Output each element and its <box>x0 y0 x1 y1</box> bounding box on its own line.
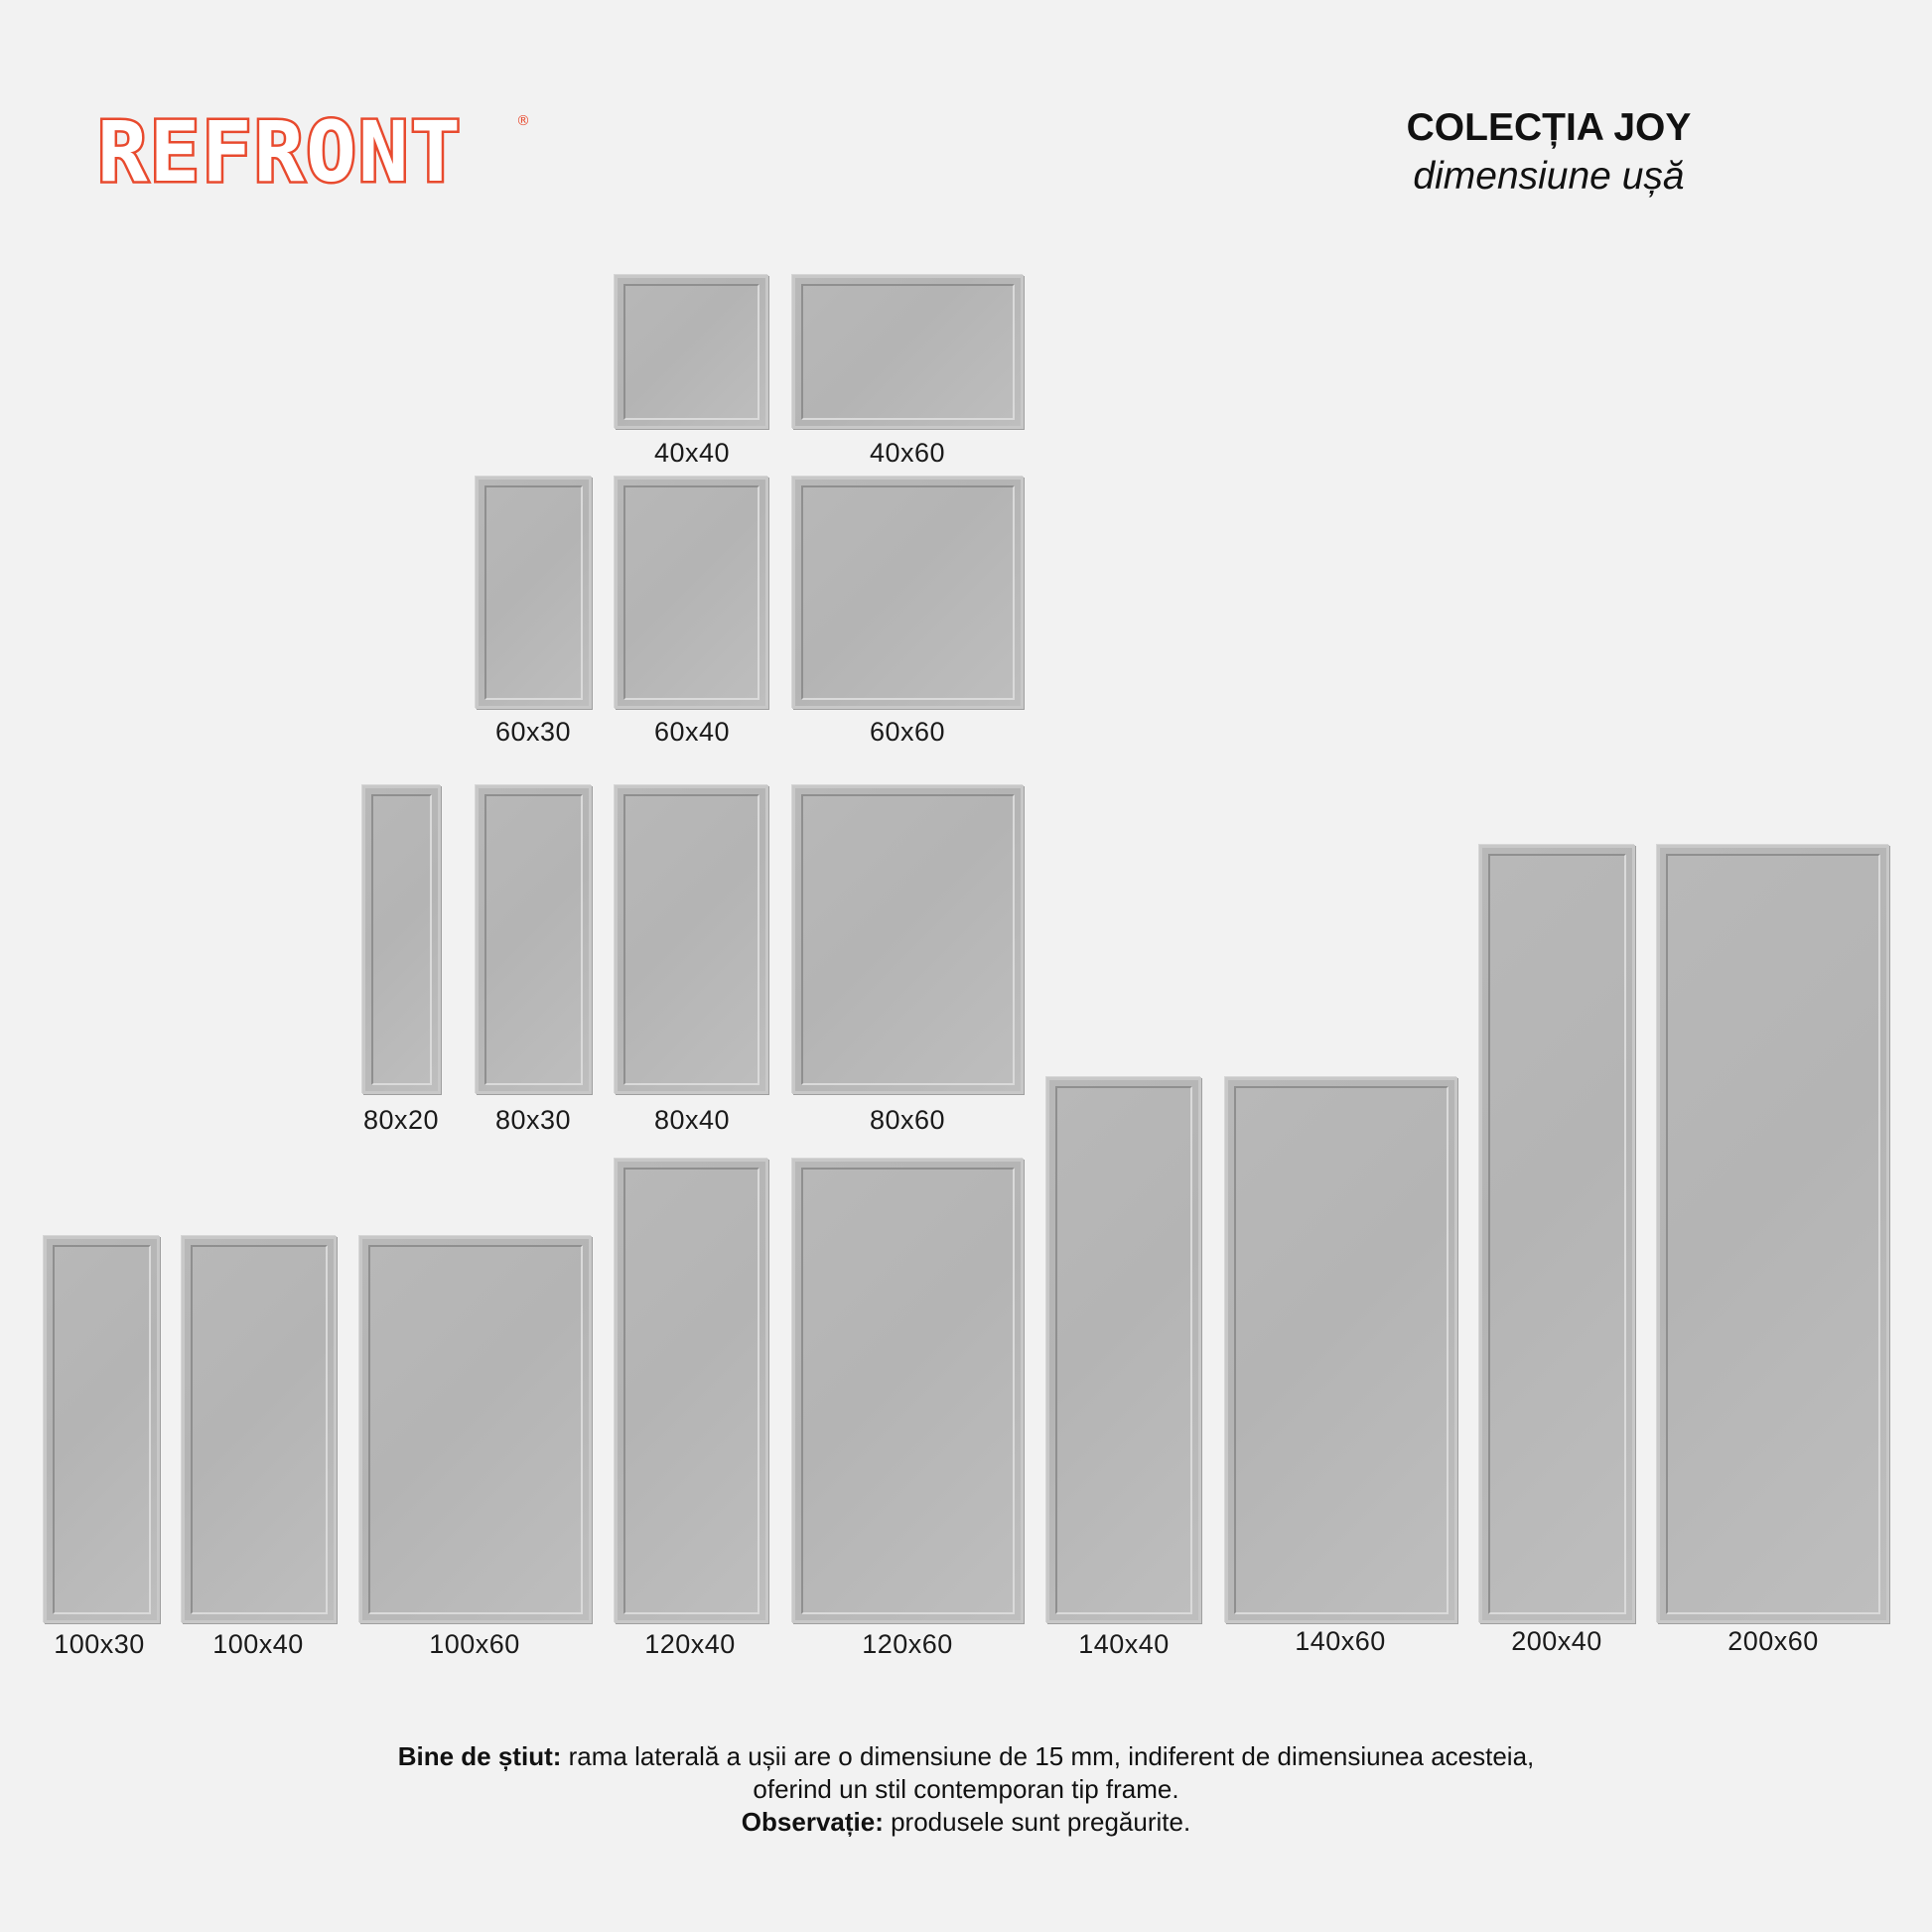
door-label: 100x60 <box>429 1629 520 1659</box>
door-label: 200x60 <box>1727 1626 1819 1656</box>
door-80x20 <box>362 785 441 1094</box>
door-label: 140x40 <box>1078 1629 1170 1659</box>
door-200x60 <box>1657 845 1889 1623</box>
note-line-3: Observație: produsele sunt pregăurite. <box>172 1806 1760 1839</box>
door-label: 80x40 <box>653 1105 731 1135</box>
door-label: 120x60 <box>862 1629 953 1659</box>
door-60x60 <box>792 477 1024 709</box>
door-label: 60x60 <box>869 717 946 747</box>
note-text-3: produsele sunt pregăurite. <box>883 1807 1191 1837</box>
collection-title: COLECȚIA JOY <box>1406 106 1692 149</box>
door-label: 60x30 <box>494 717 572 747</box>
door-100x60 <box>359 1236 592 1623</box>
refront-logo-wordmark: REFRONT ® <box>95 101 531 204</box>
door-60x40 <box>615 477 768 709</box>
door-label: 80x60 <box>869 1105 946 1135</box>
info-note: Bine de știut: rama laterală a ușii are … <box>172 1740 1760 1839</box>
door-label: 60x40 <box>653 717 731 747</box>
note-text-1: rama laterală a ușii are o dimensiune de… <box>561 1741 1535 1771</box>
door-100x40 <box>182 1236 337 1623</box>
door-140x60 <box>1225 1077 1457 1623</box>
door-80x40 <box>615 785 768 1094</box>
collection-heading: COLECȚIA JOY dimensiune ușă <box>1301 105 1797 203</box>
door-label: 40x60 <box>869 438 946 468</box>
logo-text: REFRONT <box>97 103 463 201</box>
door-label: 140x60 <box>1295 1626 1386 1656</box>
door-60x30 <box>476 477 592 709</box>
door-label: 120x40 <box>644 1629 736 1659</box>
door-80x60 <box>792 785 1024 1094</box>
door-label: 100x30 <box>54 1629 145 1659</box>
door-label: 40x40 <box>653 438 731 468</box>
door-120x60 <box>792 1159 1024 1623</box>
door-label: 100x40 <box>212 1629 304 1659</box>
door-label: 80x20 <box>362 1105 440 1135</box>
door-120x40 <box>615 1159 768 1623</box>
door-40x60 <box>792 275 1024 429</box>
note-label-observation: Observație: <box>741 1807 884 1837</box>
door-label: 80x30 <box>494 1105 572 1135</box>
door-label: 200x40 <box>1511 1626 1602 1656</box>
note-line-2: oferind un stil contemporan tip frame. <box>753 1774 1179 1804</box>
logo-registered-mark: ® <box>516 113 530 129</box>
refront-logo: REFRONT ® <box>95 99 554 204</box>
door-100x30 <box>44 1236 160 1623</box>
door-140x40 <box>1046 1077 1201 1623</box>
note-label-good-to-know: Bine de știut: <box>397 1741 562 1771</box>
door-80x30 <box>476 785 592 1094</box>
collection-subtitle: dimensiune ușă <box>1413 155 1685 198</box>
door-200x40 <box>1479 845 1635 1623</box>
door-40x40 <box>615 275 768 429</box>
note-line-1: Bine de știut: rama laterală a ușii are … <box>172 1740 1760 1773</box>
